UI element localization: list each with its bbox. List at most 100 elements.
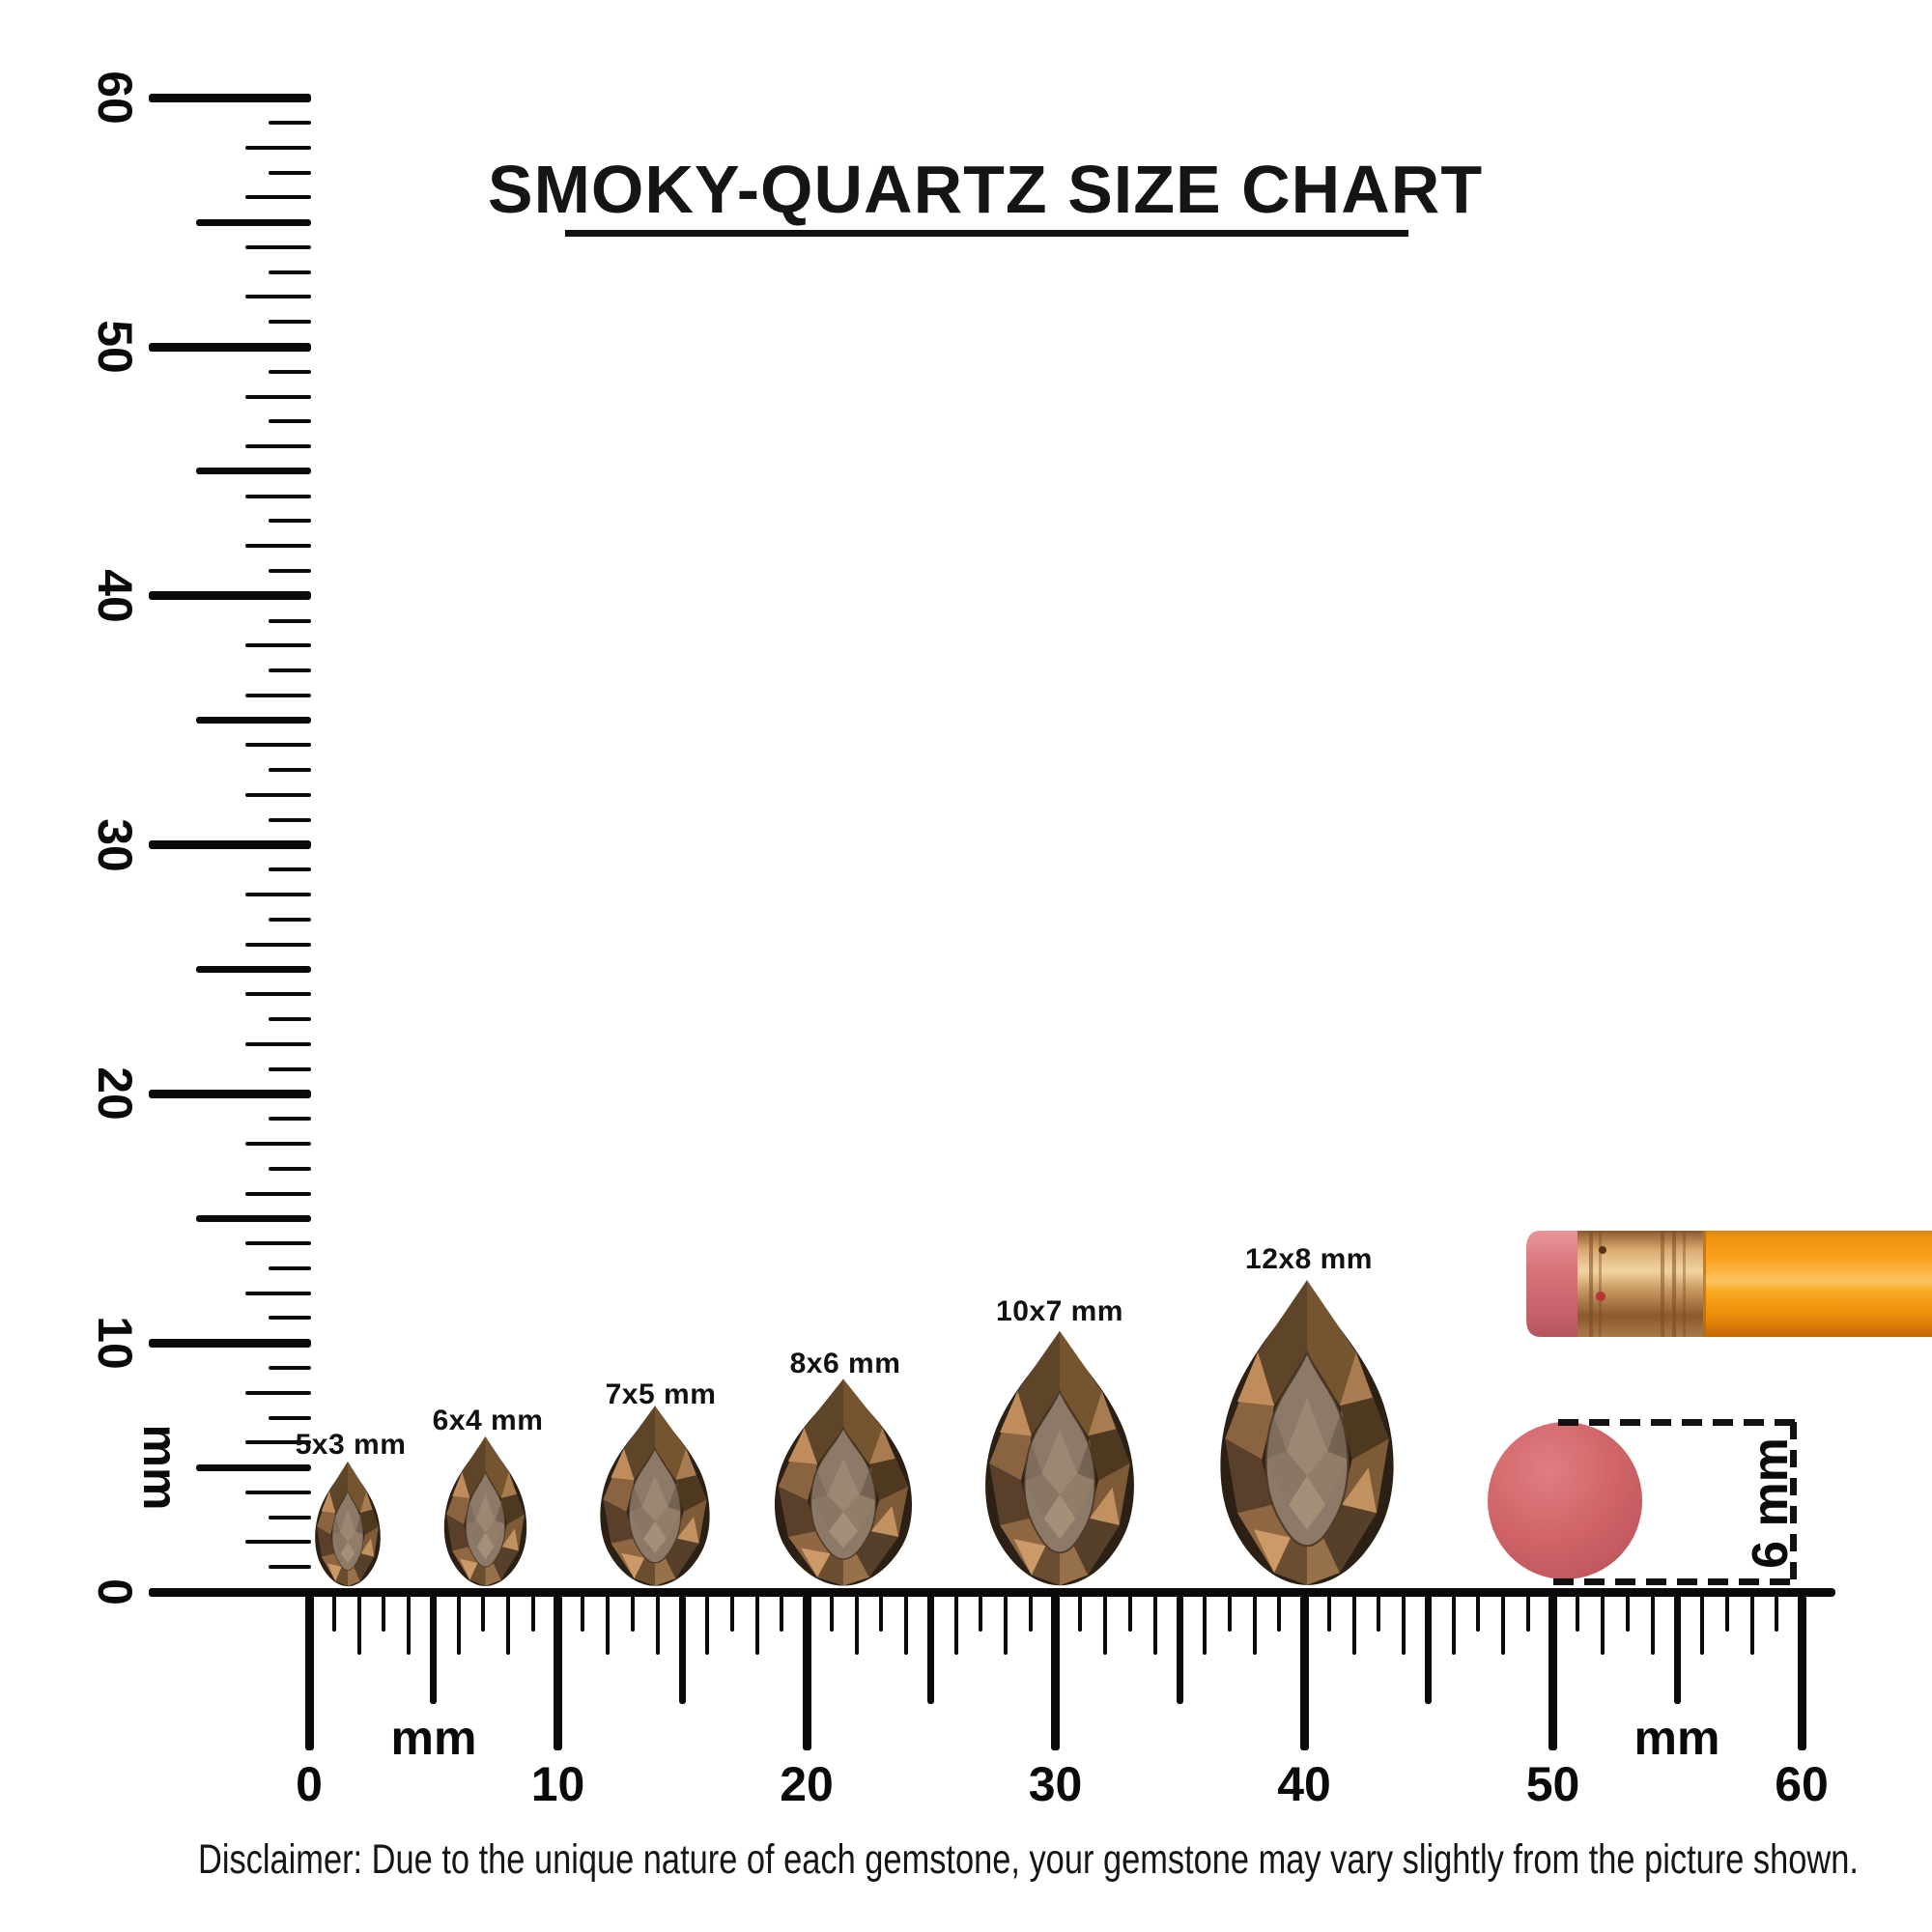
bottom-ruler-baseline bbox=[149, 1588, 1835, 1597]
bottom-ruler-tick bbox=[1103, 1589, 1107, 1655]
left-ruler-tick bbox=[245, 1390, 311, 1395]
bottom-ruler-tick bbox=[705, 1589, 709, 1655]
left-ruler-tick bbox=[149, 1338, 311, 1348]
left-ruler-tick bbox=[196, 1214, 311, 1222]
left-ruler-number: 20 bbox=[88, 1066, 142, 1122]
left-ruler-tick bbox=[269, 369, 311, 374]
bottom-ruler-tick bbox=[678, 1589, 686, 1704]
bottom-ruler-tick bbox=[630, 1589, 635, 1632]
gem-pear-7x5 bbox=[599, 1405, 711, 1587]
left-ruler-tick bbox=[269, 1265, 311, 1270]
bottom-ruler-tick bbox=[1476, 1589, 1481, 1632]
left-ruler-tick bbox=[245, 1291, 311, 1295]
left-ruler-tick bbox=[245, 244, 311, 249]
measure-dash-top bbox=[1558, 1419, 1797, 1426]
left-ruler-tick bbox=[269, 817, 311, 822]
left-ruler-unit-label: mm bbox=[133, 1424, 187, 1511]
bottom-ruler-tick bbox=[1548, 1589, 1557, 1750]
bottom-ruler-tick bbox=[1351, 1589, 1356, 1655]
bottom-ruler-tick bbox=[1176, 1589, 1183, 1704]
left-ruler-tick bbox=[245, 693, 311, 697]
bottom-ruler-tick bbox=[1078, 1589, 1083, 1632]
gem-size-label: 12x8 mm bbox=[1245, 1243, 1373, 1275]
bottom-ruler-tick bbox=[1152, 1589, 1157, 1655]
left-ruler-number: 30 bbox=[88, 817, 142, 872]
title-underline bbox=[565, 230, 1408, 237]
bottom-ruler-tick bbox=[1451, 1589, 1456, 1655]
gem-size-label: 6x4 mm bbox=[432, 1405, 544, 1436]
bottom-ruler-tick bbox=[1425, 1589, 1433, 1704]
bottom-ruler-tick bbox=[430, 1589, 438, 1704]
left-ruler-tick bbox=[149, 591, 311, 601]
left-ruler-tick bbox=[245, 1540, 311, 1545]
bottom-ruler-tick bbox=[1797, 1589, 1806, 1750]
bottom-ruler-unit-label-left: mm bbox=[390, 1711, 477, 1765]
bottom-ruler-tick bbox=[382, 1589, 386, 1632]
left-ruler-tick bbox=[269, 1565, 311, 1570]
bottom-ruler-tick bbox=[304, 1589, 314, 1750]
left-ruler-tick bbox=[269, 1066, 311, 1071]
bottom-ruler-number: 0 bbox=[296, 1757, 323, 1811]
bottom-ruler-tick bbox=[1127, 1589, 1132, 1632]
left-ruler-tick bbox=[149, 840, 311, 850]
left-ruler-tick bbox=[196, 468, 311, 475]
left-ruler-tick bbox=[196, 966, 311, 973]
left-ruler-tick bbox=[196, 717, 311, 724]
left-ruler-tick bbox=[245, 793, 311, 798]
left-ruler-tick bbox=[269, 917, 311, 922]
bottom-ruler-number: 10 bbox=[530, 1757, 585, 1811]
bottom-ruler-tick bbox=[1673, 1589, 1681, 1704]
left-ruler-tick bbox=[269, 1365, 311, 1370]
pencil-eraser bbox=[1526, 1231, 1577, 1337]
gem-pear-6x4 bbox=[443, 1435, 527, 1587]
left-ruler-tick bbox=[196, 1463, 311, 1471]
gem-pear-10x7 bbox=[984, 1329, 1135, 1587]
left-ruler-tick bbox=[269, 1316, 311, 1321]
bottom-ruler-tick bbox=[802, 1589, 811, 1750]
bottom-ruler-tick bbox=[829, 1589, 834, 1632]
bottom-ruler-tick bbox=[1576, 1589, 1580, 1632]
left-ruler-tick bbox=[269, 419, 311, 424]
measure-dash-right bbox=[1790, 1422, 1797, 1582]
gem-size-label: 10x7 mm bbox=[996, 1295, 1123, 1327]
bottom-ruler-tick bbox=[481, 1589, 486, 1632]
bottom-ruler-number: 50 bbox=[1525, 1757, 1580, 1811]
left-ruler-tick bbox=[269, 1166, 311, 1171]
left-ruler-tick bbox=[245, 1490, 311, 1494]
measure-dash-bottom bbox=[1553, 1578, 1797, 1585]
bottom-ruler-tick bbox=[407, 1589, 411, 1655]
left-ruler-tick bbox=[245, 893, 311, 897]
left-ruler-tick bbox=[245, 1440, 311, 1445]
bottom-ruler-tick bbox=[1299, 1589, 1309, 1750]
left-ruler-tick bbox=[245, 743, 311, 748]
bottom-ruler-tick bbox=[554, 1589, 562, 1750]
left-ruler-tick bbox=[245, 444, 311, 449]
left-ruler-tick bbox=[269, 120, 311, 125]
bottom-ruler-tick bbox=[1252, 1589, 1257, 1655]
bottom-ruler-number: 20 bbox=[780, 1757, 834, 1811]
pencil-image bbox=[1526, 1231, 1932, 1337]
left-ruler-number: 0 bbox=[88, 1578, 142, 1605]
pencil-body bbox=[1703, 1231, 1932, 1337]
left-ruler-tick bbox=[245, 1191, 311, 1196]
bottom-ruler-tick bbox=[1650, 1589, 1655, 1655]
gem-size-label: 8x6 mm bbox=[789, 1348, 901, 1379]
left-ruler-number: 50 bbox=[88, 320, 142, 374]
bottom-ruler-tick bbox=[854, 1589, 859, 1655]
pencil-ferrule bbox=[1577, 1231, 1703, 1337]
gem-size-label: 5x3 mm bbox=[295, 1429, 407, 1461]
bottom-ruler-tick bbox=[979, 1589, 983, 1632]
left-ruler-tick bbox=[269, 320, 311, 325]
left-ruler-tick bbox=[269, 867, 311, 872]
bottom-ruler-unit-label-right: mm bbox=[1634, 1711, 1720, 1765]
bottom-ruler-tick bbox=[1501, 1589, 1505, 1655]
left-ruler-tick bbox=[245, 643, 311, 648]
bottom-ruler-tick bbox=[1402, 1589, 1406, 1655]
bottom-ruler-number: 30 bbox=[1028, 1757, 1083, 1811]
left-ruler-tick bbox=[269, 1117, 311, 1122]
left-ruler-tick bbox=[245, 1241, 311, 1246]
left-ruler-tick bbox=[149, 1587, 311, 1597]
bottom-ruler-tick bbox=[1227, 1589, 1232, 1632]
bottom-ruler-tick bbox=[1525, 1589, 1530, 1632]
